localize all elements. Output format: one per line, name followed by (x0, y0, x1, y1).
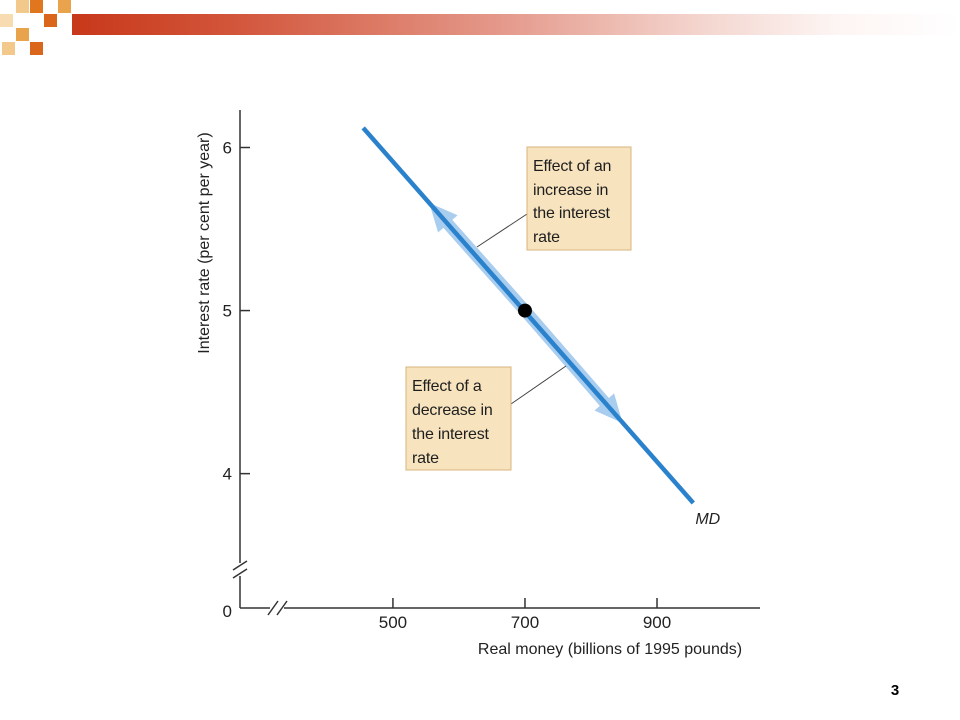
x-axis-label: Real money (billions of 1995 pounds) (478, 641, 742, 658)
origin-label: 0 (223, 602, 232, 621)
annotation-text-line: decrease in (412, 402, 493, 419)
annotation-increase: Effect of an increase in the interest ra… (476, 146, 632, 251)
y-axis-break-mark (232, 568, 248, 579)
annotation-leader-line (510, 365, 567, 405)
y-axis (232, 110, 248, 608)
x-axis (240, 600, 760, 616)
points (517, 303, 532, 318)
md-curve-label: MD (695, 511, 720, 528)
annotation-leader-line (476, 213, 528, 248)
annotation-text-line: Effect of a (412, 378, 482, 395)
header-square (2, 42, 15, 55)
x-axis-break-mark (267, 600, 279, 616)
annotation-decrease: Effect of a decrease in the interest rat… (405, 365, 567, 471)
y-axis-break-mark (232, 560, 248, 571)
y-tick-label: 5 (223, 302, 232, 321)
x-tick-label: 700 (511, 613, 539, 632)
header-gradient-bar (72, 14, 960, 35)
equilibrium-point (517, 303, 532, 318)
annotation-box (526, 146, 632, 251)
x-tick-label: 500 (379, 613, 407, 632)
annotation-box (405, 366, 512, 471)
y-tick-label: 6 (223, 139, 232, 158)
annotation-text-line: rate (412, 450, 439, 467)
header-square (16, 28, 29, 41)
y-axis-label: Interest rate (per cent per year) (196, 132, 213, 353)
annotation-text-line: Effect of an (533, 158, 611, 175)
header-square (16, 0, 29, 13)
annotation-text-line: the interest (412, 426, 490, 443)
annotation-text-line: increase in (533, 182, 608, 199)
header-square (30, 42, 43, 55)
annotation-text-line: rate (533, 229, 560, 246)
page-number: 3 (890, 682, 900, 699)
header-square (44, 14, 57, 27)
y-tick-label: 4 (223, 465, 232, 484)
x-tick-label: 900 (643, 613, 671, 632)
x-ticks: 500 700 900 (379, 598, 671, 632)
annotation-text-line: the interest (533, 205, 611, 222)
y-ticks: 4 5 6 (223, 139, 250, 484)
x-axis-break-mark (276, 600, 288, 616)
header-square (58, 0, 71, 13)
header-square (30, 0, 43, 13)
header-square (0, 14, 13, 27)
